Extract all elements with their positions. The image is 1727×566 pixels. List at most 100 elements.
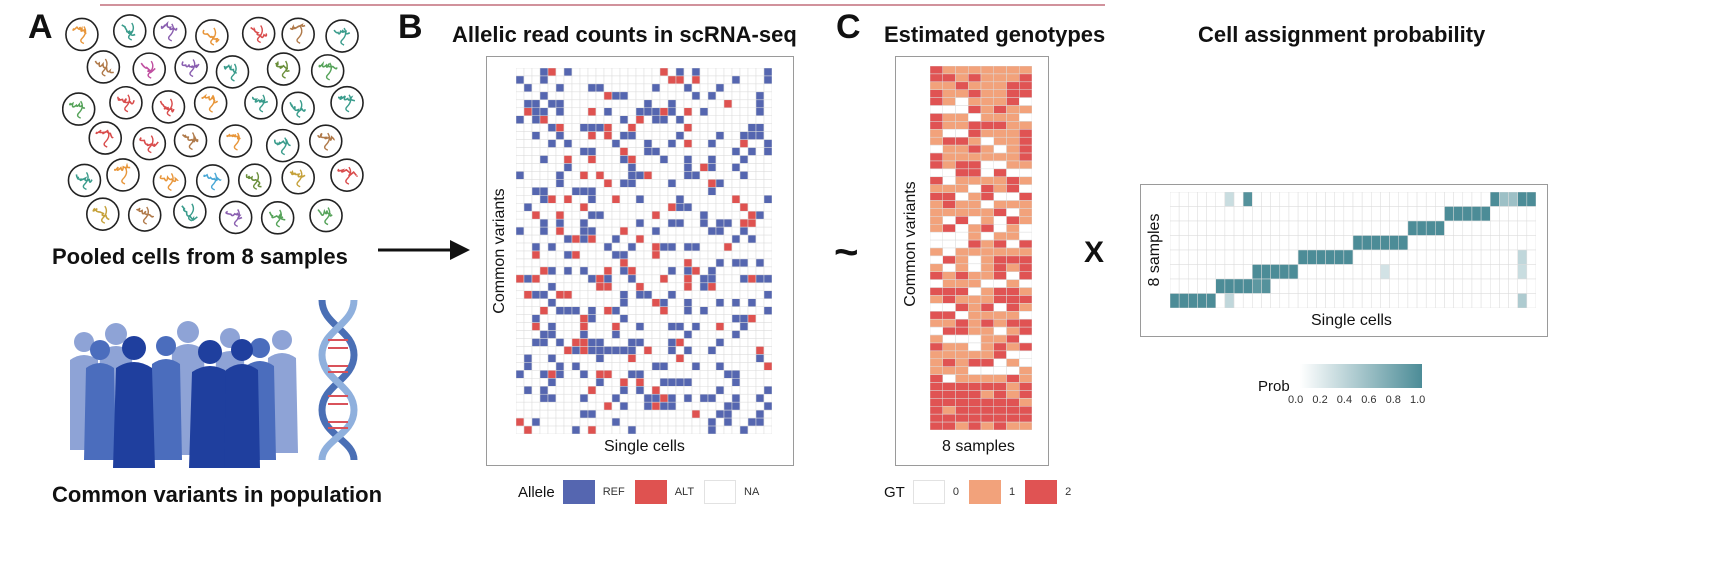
genotype-cell bbox=[993, 350, 1007, 360]
allele-cell bbox=[723, 147, 733, 156]
allele-cell bbox=[723, 250, 733, 260]
allele-cell bbox=[651, 195, 661, 204]
allele-cell bbox=[531, 258, 541, 268]
genotype-cell bbox=[1006, 105, 1020, 114]
allele-cell bbox=[603, 401, 613, 411]
allele-cell bbox=[555, 306, 565, 315]
allele-cell bbox=[675, 195, 685, 204]
allele-cell bbox=[571, 409, 581, 419]
cell-icon bbox=[195, 164, 230, 198]
allele-cell bbox=[635, 409, 645, 419]
allele-cell bbox=[723, 210, 733, 220]
allele-cell bbox=[643, 210, 653, 220]
allele-cell bbox=[516, 370, 525, 379]
genotype-cell bbox=[968, 105, 982, 114]
allele-cell bbox=[739, 139, 749, 148]
genotype-cell bbox=[968, 73, 982, 83]
probability-cell bbox=[1325, 249, 1335, 265]
allele-cell bbox=[619, 75, 629, 85]
allele-cell bbox=[643, 91, 653, 101]
allele-cell bbox=[675, 401, 685, 411]
allele-cell bbox=[723, 99, 733, 109]
genotype-cell bbox=[968, 208, 982, 217]
allele-cell bbox=[691, 393, 701, 403]
genotype-cell bbox=[942, 406, 956, 415]
allele-cell bbox=[571, 123, 581, 132]
allele-cell bbox=[627, 250, 637, 260]
allele-cell bbox=[587, 107, 597, 116]
probability-cell bbox=[1416, 220, 1427, 236]
allele-cell bbox=[643, 131, 653, 140]
allele-cell bbox=[731, 123, 741, 132]
genotype-legend-title: GT bbox=[884, 483, 905, 501]
allele-cell bbox=[675, 163, 685, 172]
allele-cell bbox=[643, 218, 653, 228]
allele-cell bbox=[699, 242, 709, 252]
probability-cell bbox=[1444, 220, 1454, 236]
allele-cell bbox=[516, 417, 525, 427]
allele-cell bbox=[571, 314, 581, 323]
probability-cell bbox=[1188, 249, 1198, 265]
allele-cell bbox=[651, 417, 661, 427]
allele-cell bbox=[715, 179, 725, 188]
allele-cell bbox=[579, 139, 589, 148]
genotype-cell bbox=[980, 247, 994, 257]
probability-cell bbox=[1371, 235, 1381, 251]
allele-cell bbox=[643, 139, 653, 148]
genotype-cell bbox=[942, 160, 956, 170]
allele-cell bbox=[651, 139, 661, 148]
allele-cell bbox=[547, 322, 557, 331]
allele-cell bbox=[675, 83, 685, 93]
allele-cell bbox=[627, 362, 637, 371]
allele-cell bbox=[563, 386, 573, 395]
cell-icon bbox=[152, 164, 187, 199]
allele-cell bbox=[715, 322, 725, 331]
prob-tick-label: 0.6 bbox=[1361, 394, 1377, 406]
cell-icon bbox=[112, 14, 147, 48]
allele-cell bbox=[547, 163, 557, 172]
genotype-cell bbox=[968, 113, 982, 122]
probability-cell bbox=[1398, 264, 1409, 280]
allele-cell bbox=[531, 314, 541, 323]
genotype-cell bbox=[968, 231, 982, 241]
allele-cell bbox=[699, 401, 709, 411]
genotype-cell bbox=[1019, 366, 1032, 375]
allele-cell bbox=[523, 290, 533, 299]
allele-cell bbox=[571, 346, 581, 355]
cell-icon bbox=[67, 163, 102, 198]
allele-cell bbox=[603, 187, 613, 196]
allele-cell bbox=[675, 298, 685, 307]
allele-cell bbox=[755, 234, 765, 244]
allele-cell bbox=[755, 83, 765, 93]
genotype-cell bbox=[968, 406, 982, 415]
allele-cell bbox=[707, 210, 717, 220]
allele-cell bbox=[667, 306, 677, 315]
allele-cell bbox=[747, 290, 757, 299]
probability-cell bbox=[1279, 235, 1290, 251]
probability-cell bbox=[1270, 235, 1281, 251]
probability-cell bbox=[1316, 293, 1326, 308]
allele-cell bbox=[707, 386, 717, 395]
genotype-cell bbox=[980, 152, 994, 162]
allele-cell bbox=[683, 163, 693, 172]
genotype-cell bbox=[993, 406, 1007, 415]
allele-cell bbox=[579, 250, 589, 260]
genotype-cell bbox=[930, 318, 943, 328]
allele-cell bbox=[635, 163, 645, 172]
allele-cell bbox=[699, 203, 709, 212]
allele-cell bbox=[531, 346, 541, 355]
allele-cell bbox=[723, 393, 733, 403]
allele-cell bbox=[755, 68, 765, 77]
allele-cell bbox=[675, 107, 685, 116]
allele-cell bbox=[763, 163, 772, 172]
allele-cell bbox=[635, 417, 645, 427]
allele-cell bbox=[715, 91, 725, 101]
genotype-cell bbox=[1006, 303, 1020, 312]
probability-cell bbox=[1224, 278, 1235, 294]
allele-cell bbox=[579, 131, 589, 140]
allele-cell bbox=[627, 258, 637, 268]
allele-cell bbox=[563, 338, 573, 347]
allele-cell bbox=[747, 362, 757, 371]
probability-cell bbox=[1490, 278, 1500, 294]
allele-cell bbox=[603, 386, 613, 395]
